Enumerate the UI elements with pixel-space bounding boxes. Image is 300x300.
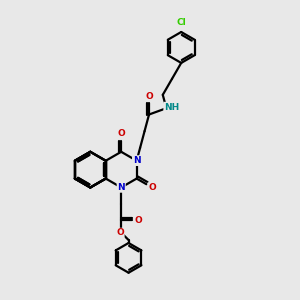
Text: O: O [135,216,142,225]
Text: N: N [133,156,140,165]
Text: O: O [117,130,125,139]
Text: O: O [116,229,124,238]
Text: O: O [148,183,156,192]
Text: NH: NH [164,103,179,112]
Text: Cl: Cl [176,18,186,27]
Text: N: N [117,183,125,192]
Text: N: N [133,156,140,165]
Text: O: O [145,92,153,101]
